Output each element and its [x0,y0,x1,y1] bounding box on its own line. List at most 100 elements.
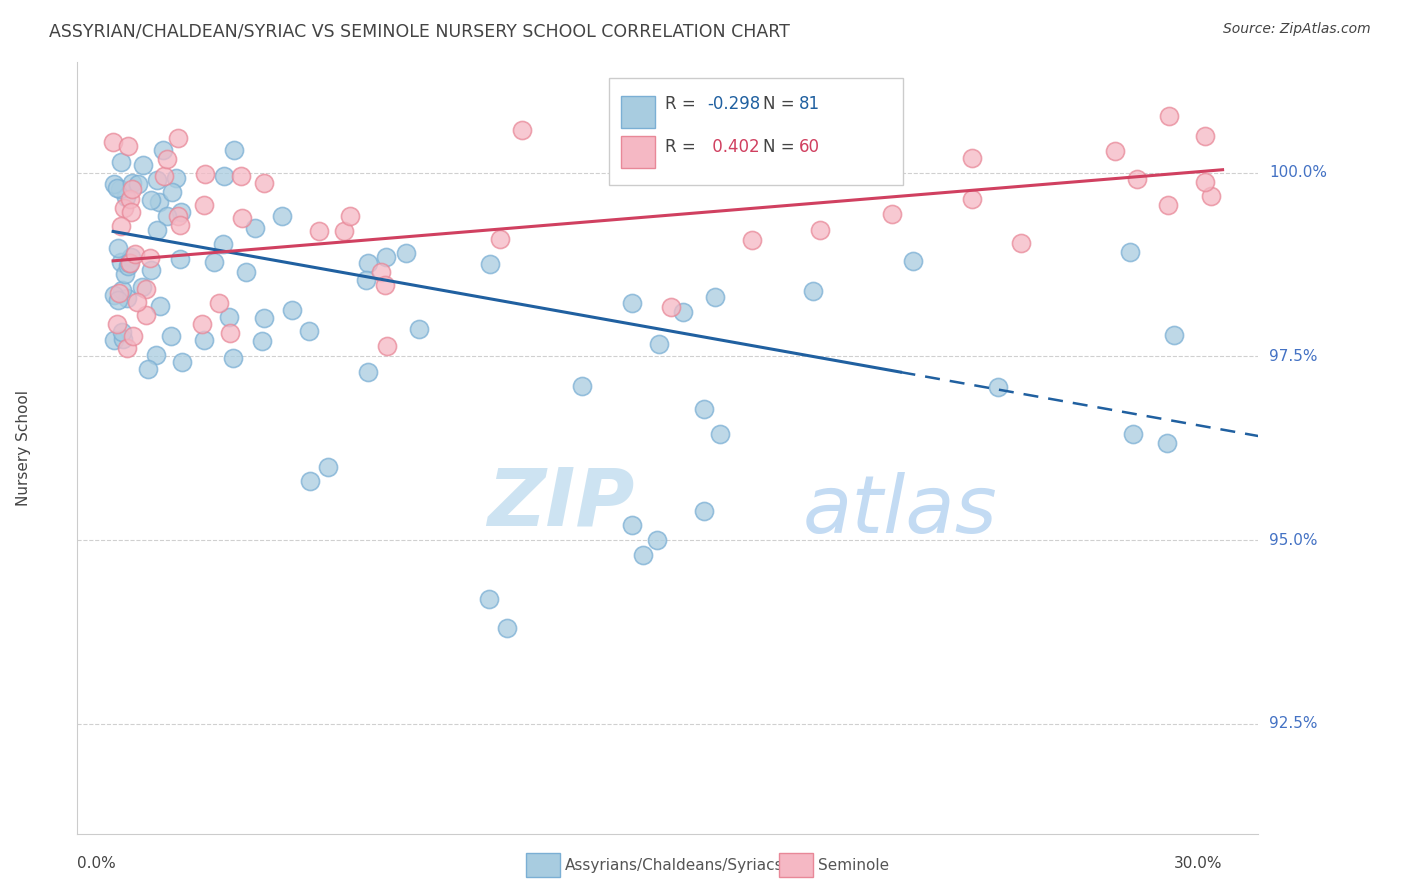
Point [1104,144,1126,158]
Point [281,302,304,317]
Point [356,273,378,287]
Text: Source: ZipAtlas.com: Source: ZipAtlas.com [1223,22,1371,37]
Point [298,475,321,489]
Point [110,155,132,169]
Point [167,209,190,223]
Point [1156,435,1178,450]
Point [479,258,502,272]
Point [374,277,396,292]
Text: R =: R = [665,138,702,156]
Point [987,379,1010,393]
Point [316,459,339,474]
Point [495,621,517,635]
Text: ASSYRIAN/CHALDEAN/SYRIAC VS SEMINOLE NURSERY SCHOOL CORRELATION CHART: ASSYRIAN/CHALDEAN/SYRIAC VS SEMINOLE NUR… [49,22,790,40]
Text: 95.0%: 95.0% [1270,533,1317,548]
Point [332,224,354,238]
Point [131,280,153,294]
Point [136,362,159,376]
Point [121,176,143,190]
Point [478,591,501,606]
Point [118,256,141,270]
Text: ZIP: ZIP [486,465,634,542]
Point [103,135,125,149]
Text: Assyrians/Chaldeans/Syriacs: Assyrians/Chaldeans/Syriacs [565,858,783,872]
Point [115,189,138,203]
Point [165,171,187,186]
Point [801,284,824,298]
Point [115,292,138,306]
Point [152,143,174,157]
Point [121,181,143,195]
Point [135,281,157,295]
Point [111,283,134,297]
Point [120,204,142,219]
Point [107,241,129,255]
Point [118,256,141,270]
Point [741,233,763,247]
Point [103,333,125,347]
Point [375,339,398,353]
Text: 100.0%: 100.0% [1270,165,1327,180]
Point [394,245,416,260]
Text: 0.402: 0.402 [707,138,759,156]
Point [117,259,139,273]
Point [1126,172,1149,186]
Point [370,265,392,279]
Point [120,250,142,264]
Point [631,548,654,562]
Point [901,254,924,268]
Point [191,318,214,332]
Point [111,325,134,339]
Point [152,169,174,183]
Point [103,287,125,301]
Point [621,296,644,310]
Point [250,334,273,348]
Point [672,305,695,319]
Point [621,518,644,533]
Point [245,221,267,235]
Point [1157,198,1180,212]
Point [231,211,253,225]
Point [145,348,167,362]
Point [1157,109,1180,123]
Text: 0.0%: 0.0% [77,856,117,871]
Point [214,169,236,184]
Point [408,322,430,336]
Point [156,209,179,223]
Point [692,402,714,417]
Point [960,151,983,165]
Point [1199,189,1222,203]
Text: N =: N = [763,95,800,113]
Point [222,143,245,157]
Point [193,198,215,212]
Point [297,325,319,339]
Text: -0.298: -0.298 [707,95,761,113]
Point [115,341,138,355]
Point [127,295,149,310]
Point [960,192,983,206]
Text: R =: R = [665,95,702,113]
Point [202,255,225,269]
Point [647,337,669,351]
Point [271,209,294,223]
Point [510,123,533,137]
Point [135,308,157,322]
Point [114,267,136,281]
Point [194,167,217,181]
Point [146,173,169,187]
Point [229,169,252,184]
Point [170,354,193,368]
Point [1194,128,1216,143]
Point [169,218,191,232]
Point [211,236,233,251]
Point [108,182,131,196]
Point [218,326,240,341]
Text: Nursery School: Nursery School [15,390,31,507]
Point [139,252,162,266]
Point [765,168,787,182]
Point [808,223,831,237]
Point [193,333,215,347]
Point [709,144,731,158]
Point [145,223,167,237]
Point [709,426,731,441]
